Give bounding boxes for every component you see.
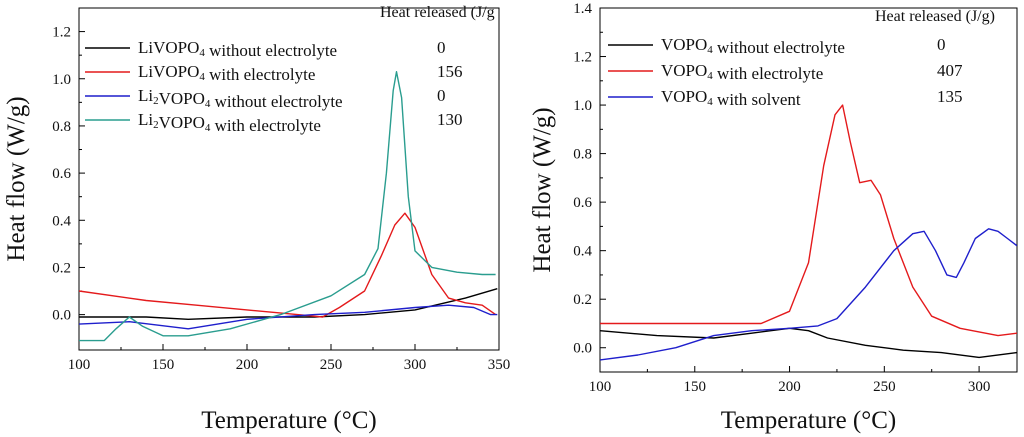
x-tick-label: 200 [236,357,259,373]
series-line-3 [600,228,1017,361]
legend-heat-value-1: 0 [437,38,446,57]
y-tick-label: 0.0 [573,341,592,357]
legend-label-3: VOPO4 with solvent [661,87,801,109]
y-axis-label: Heat flow (W/g) [529,107,556,272]
heat-released-header: Heat released (J/g [380,4,495,21]
legend-heat-value-2: 156 [437,62,463,81]
x-axis-label: Temperature (°C) [721,407,897,434]
y-tick-label: 0.8 [573,147,592,163]
legend-label-2: LiVOPO4 with electrolyte [138,62,315,84]
legend-label-2: VOPO4 with electrolyte [661,61,823,83]
x-tick-label: 100 [589,379,612,395]
y-tick-label: 0.8 [52,119,71,135]
series-line-2 [79,212,497,318]
plot-frame [599,7,1018,373]
legend-heat-value-3: 135 [937,87,963,106]
legend-heat-value-4: 130 [437,110,463,129]
y-tick-label: 0.4 [52,213,71,229]
y-tick-label: 0.2 [52,260,71,276]
x-tick-label: 300 [404,357,427,373]
legend-heat-value-2: 407 [937,61,963,80]
y-tick-label: 0.4 [573,244,592,260]
legend-label-1: VOPO4 without electrolyte [661,35,845,57]
x-tick-label: 250 [320,357,343,373]
series-line-4 [79,70,496,342]
x-tick-label: 150 [684,379,707,395]
y-tick-label: 0.6 [573,195,592,211]
x-tick-label: 100 [68,357,91,373]
series-line-2 [600,104,1017,337]
legend-heat-value-3: 0 [437,86,446,105]
legend-heat-value-1: 0 [937,35,946,54]
x-axis-label: Temperature (°C) [201,407,377,434]
x-tick-label: 300 [968,379,991,395]
series-line-3 [79,304,498,330]
legend-label-1: LiVOPO4 without electrolyte [138,38,337,60]
legend-label-3: Li2VOPO4 without electrolyte [138,86,343,111]
y-tick-label: 1.0 [573,98,592,114]
chart-left: 100 150 200 250 300 350 0.0 0.2 0.4 0.6 0.8 1.0 1.2 T… [3,4,510,434]
y-tick-label: 1.2 [52,25,71,41]
chart-right: 100 150 200 250 300 0.0 0.2 0.4 0.6 0.8 1.0 1.2 1.4 T… [529,1,1018,434]
y-axis-label: Heat flow (W/g) [3,96,30,261]
legend-label-4: Li2VOPO4 with electrolyte [138,110,321,135]
heat-released-header: Heat released (J/g) [875,8,995,25]
x-tick-label: 350 [488,357,511,373]
x-tick-label: 200 [778,379,801,395]
series-line-1 [600,327,1017,359]
series-line-1 [79,288,498,320]
y-tick-label: 1.2 [573,50,592,66]
y-tick-label: 1.0 [52,72,71,88]
y-tick-label: 0.6 [52,166,71,182]
x-tick-label: 150 [152,357,175,373]
x-tick-label: 250 [873,379,896,395]
y-tick-label: 1.4 [573,1,592,17]
y-tick-label: 0.2 [573,292,592,308]
y-tick-label: 0.0 [52,308,71,324]
